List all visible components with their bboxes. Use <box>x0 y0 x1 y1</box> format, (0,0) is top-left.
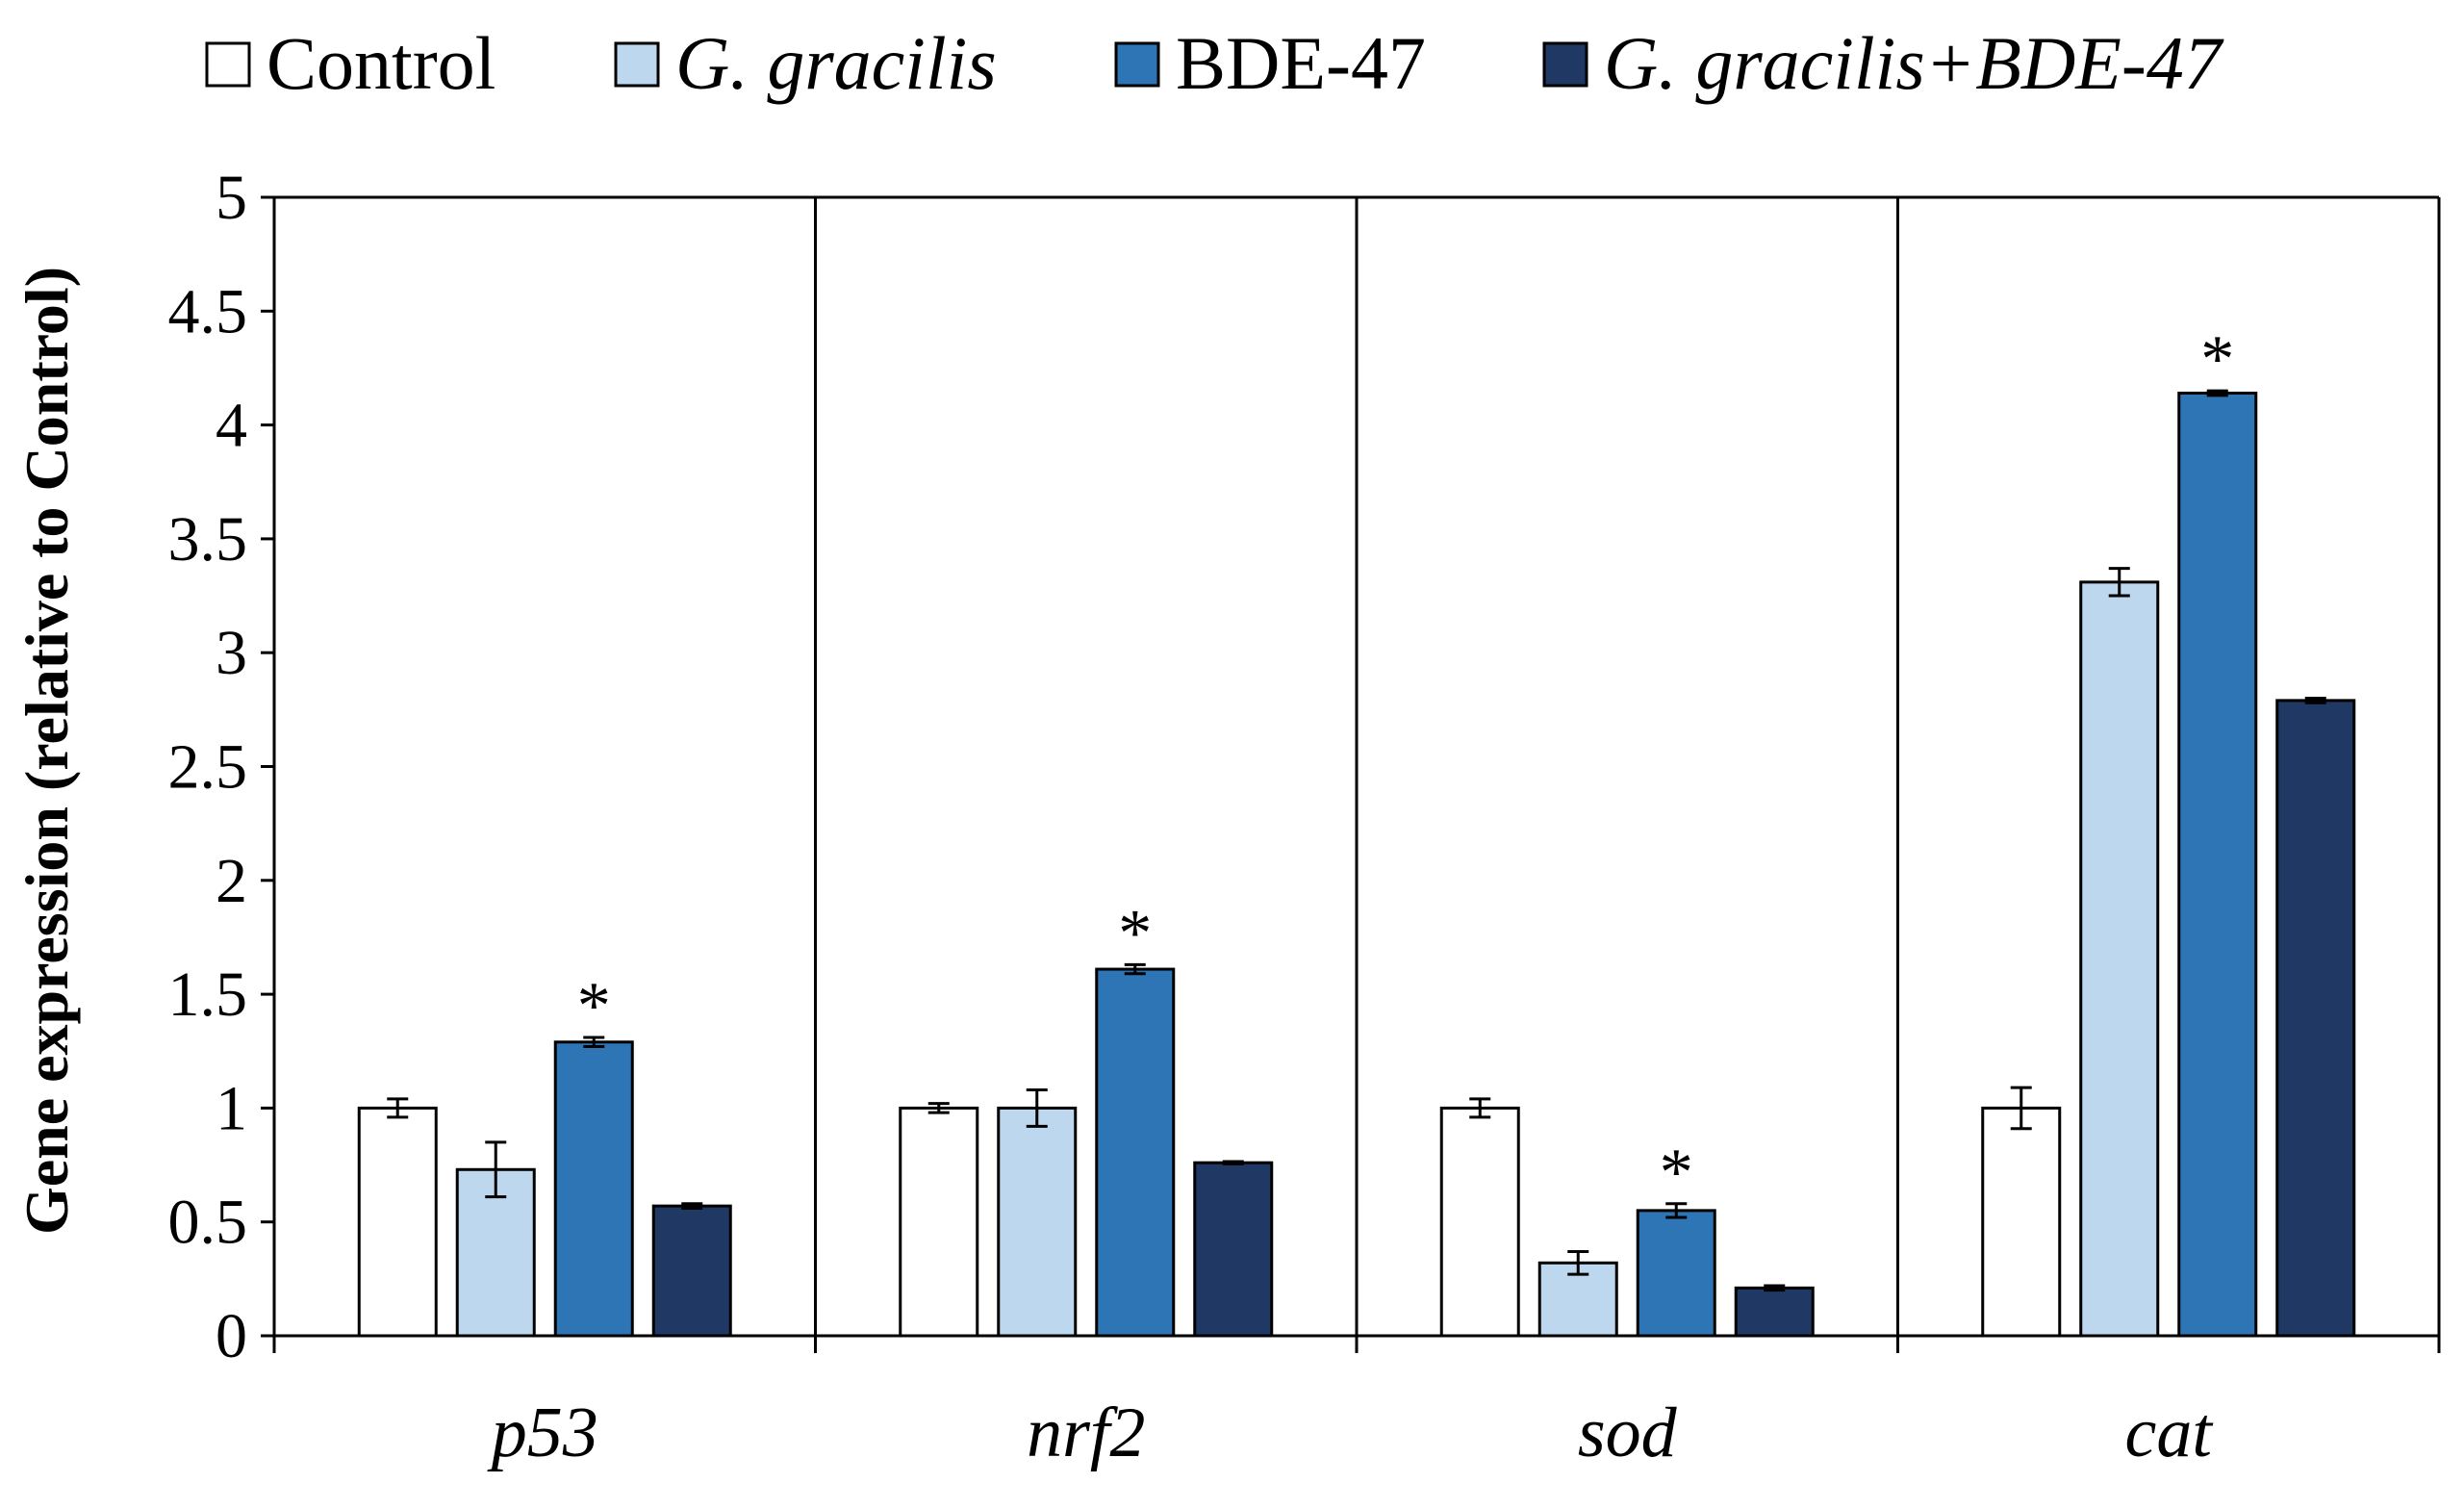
y-tick-label: 1 <box>216 1073 247 1143</box>
bar <box>2177 391 2258 1338</box>
category-label: cat <box>2125 1394 2215 1472</box>
bar <box>1193 1161 1274 1338</box>
plot-area: 0 0.5 1 1.5 2 2.5 3 3.5 4 4.5 5 * p53 * nrf2 * sod * cat <box>168 163 2441 1472</box>
legend-swatch <box>1114 41 1160 88</box>
y-tick-label: 5 <box>216 163 247 233</box>
bar <box>2275 699 2356 1338</box>
bar <box>2079 580 2160 1338</box>
bar <box>1981 1106 2062 1338</box>
bar <box>553 1040 634 1338</box>
legend-label: G. gracilis <box>675 21 997 105</box>
y-tick-label: 0.5 <box>168 1188 248 1258</box>
y-tick-label: 2.5 <box>168 732 248 803</box>
significance-marker: * <box>1660 1136 1693 1210</box>
y-tick-label: 3.5 <box>168 504 248 575</box>
y-tick-label: 4 <box>216 391 247 461</box>
y-tick-label: 2 <box>216 846 247 916</box>
y-tick-label: 3 <box>216 618 247 688</box>
significance-marker: * <box>577 969 611 1043</box>
significance-marker: * <box>2200 322 2234 396</box>
legend-label: Control <box>267 21 495 105</box>
legend-swatch <box>1542 41 1588 88</box>
bar <box>651 1204 732 1338</box>
significance-marker: * <box>1118 896 1152 970</box>
category-label: nrf2 <box>1027 1394 1145 1472</box>
legend-swatch <box>205 41 251 88</box>
y-tick-label: 0 <box>216 1301 247 1371</box>
bar <box>357 1106 438 1338</box>
y-tick-label: 4.5 <box>168 276 248 346</box>
legend-label: G. gracilis+BDE-47 <box>1604 21 2224 105</box>
legend-label: BDE-47 <box>1176 21 1426 105</box>
bar <box>899 1106 979 1338</box>
bar <box>1734 1286 1815 1338</box>
legend: Control G. gracilis BDE-47 G. gracilis+BDE-… <box>205 21 2224 105</box>
bar <box>997 1106 1078 1338</box>
legend-swatch <box>614 41 660 88</box>
bar <box>1439 1106 1520 1338</box>
category-label: p53 <box>487 1394 598 1472</box>
category-label: sod <box>1578 1394 1678 1472</box>
y-tick-label: 1.5 <box>168 959 248 1030</box>
y-axis-label: Gene expression (relative to Control) <box>13 267 81 1235</box>
bar <box>1636 1209 1716 1338</box>
bar <box>1095 967 1176 1338</box>
